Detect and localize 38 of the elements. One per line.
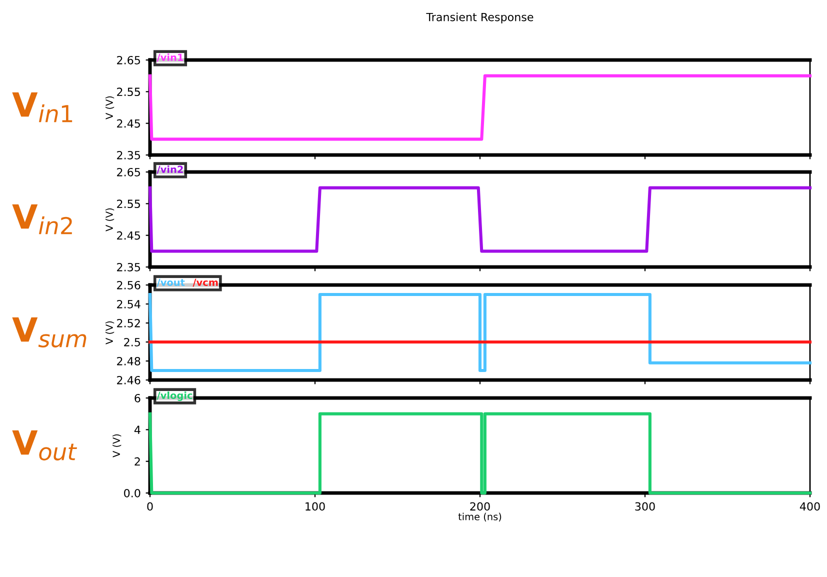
x-axis-title: time (ns) (458, 512, 502, 522)
y-tick-label: 2.55 (117, 88, 140, 96)
y-axis-title: V (V) (105, 321, 114, 344)
y-tick-label: 2.45 (117, 119, 140, 128)
text: V$_{in2}$ (12, 204, 72, 234)
y-tick-label: 2.35 (117, 262, 140, 272)
x-tick-label: 400 (800, 502, 820, 511)
text: /vcm (192, 278, 218, 287)
y-tick-label: 2.35 (117, 150, 140, 160)
y-axis-title: V (V) (105, 96, 114, 120)
y-tick-label: 2.52 (117, 318, 140, 328)
y-tick-label: 2.48 (117, 356, 140, 366)
y-tick-label: 6 (134, 394, 140, 402)
text: V$_{in1}$ (12, 92, 72, 122)
series-label: /vin2 (156, 166, 183, 174)
chart-title: Transient Response (426, 12, 534, 24)
y-axis-title: V (V) (105, 208, 114, 232)
x-tick-label: 100 (306, 502, 325, 511)
y-tick-label: 0.0 (124, 488, 140, 498)
x-tick-label: 0 (147, 502, 153, 511)
text: V$_{out}$ (12, 430, 78, 460)
x-tick-label: 300 (635, 502, 655, 511)
y-axis-title: V (V) (112, 434, 122, 458)
y-tick-label: 2 (134, 457, 140, 466)
series-label: /vlogic (156, 392, 192, 401)
y-tick-label: 2.45 (117, 231, 140, 240)
y-tick-label: 2.46 (117, 376, 140, 384)
y-tick-label: 2.54 (117, 300, 140, 308)
x-tick-label: 200 (470, 502, 490, 511)
text: V$_{sum}$ (12, 317, 86, 348)
series-label: /vin1 (156, 54, 184, 62)
y-tick-label: 2.65 (117, 56, 140, 64)
y-tick-label: 2.65 (117, 168, 140, 176)
series-label: /vout (156, 278, 185, 287)
y-tick-label: 2.55 (117, 200, 140, 208)
y-tick-label: 2.5 (124, 338, 140, 346)
y-tick-label: 4 (134, 426, 140, 434)
y-tick-label: 2.56 (117, 280, 140, 290)
